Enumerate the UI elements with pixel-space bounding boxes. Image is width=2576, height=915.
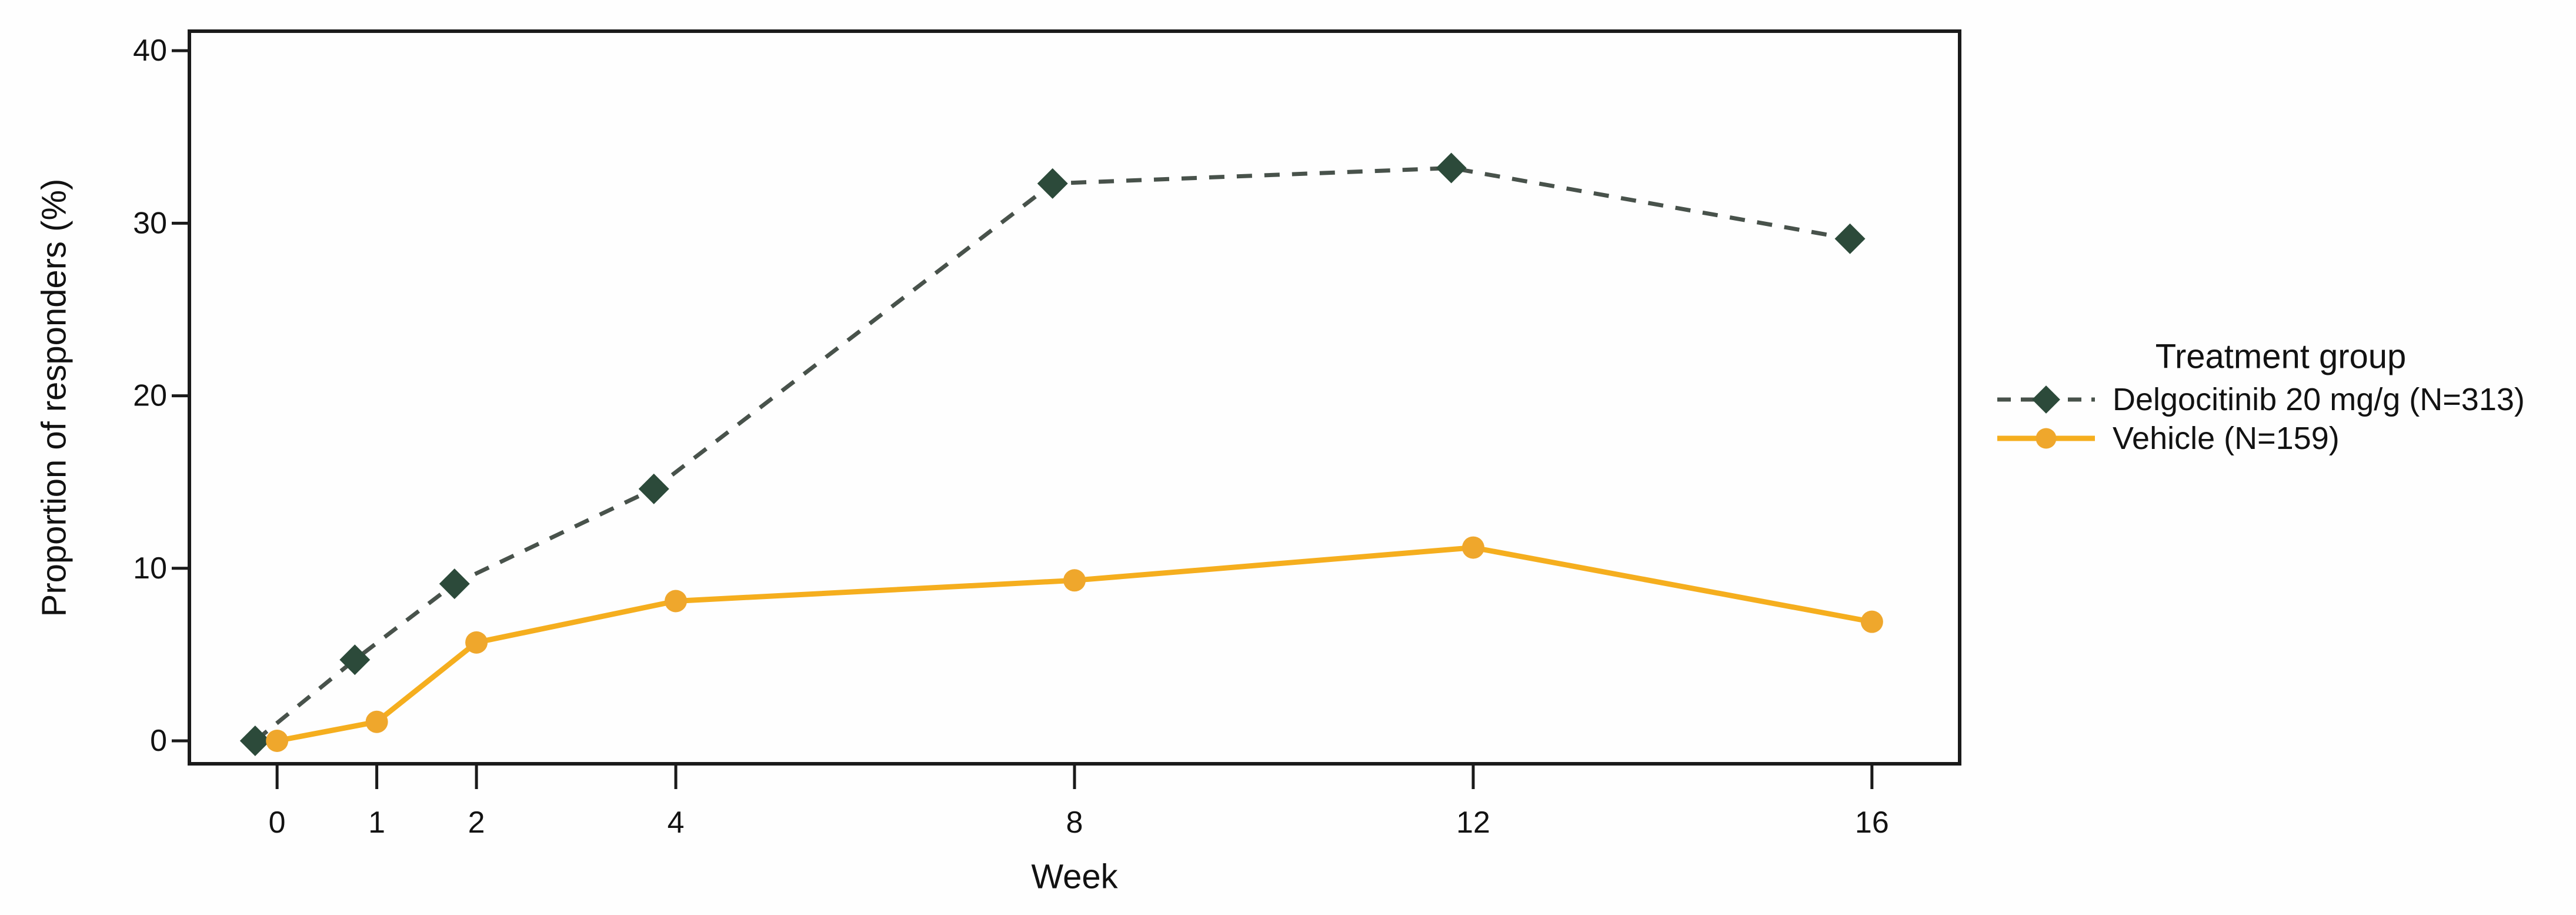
legend-samples bbox=[1997, 385, 2095, 449]
y-axis-title: Proportion of responders (%) bbox=[35, 179, 74, 617]
y-tick-label: 20 bbox=[133, 379, 167, 413]
circle-marker bbox=[2036, 428, 2057, 449]
x-tick-label: 4 bbox=[668, 806, 685, 840]
series-vehicle bbox=[266, 536, 1883, 753]
diamond-marker bbox=[339, 644, 371, 676]
diamond-marker bbox=[2032, 385, 2060, 414]
x-axis-title: Week bbox=[1031, 858, 1118, 896]
series-delgocitinib bbox=[239, 152, 1866, 757]
legend-entry-label: Delgocitinib 20 mg/g (N=313) bbox=[2113, 382, 2525, 417]
x-tick-label: 8 bbox=[1066, 806, 1083, 840]
series-line bbox=[253, 166, 1851, 743]
legend-title: Treatment group bbox=[2155, 338, 2407, 376]
x-tick-label: 12 bbox=[1456, 806, 1490, 840]
diamond-marker bbox=[239, 726, 271, 757]
y-tick-label: 0 bbox=[150, 724, 167, 758]
plot-frame bbox=[188, 29, 1961, 766]
diamond-marker bbox=[1834, 223, 1866, 254]
legend-item-vehicle: Vehicle (N=159) bbox=[2113, 421, 2340, 456]
circle-marker bbox=[465, 631, 488, 654]
circle-marker bbox=[1063, 569, 1086, 592]
circle-marker bbox=[1860, 610, 1883, 633]
diamond-marker bbox=[1037, 168, 1068, 199]
x-tick-label: 0 bbox=[269, 806, 286, 840]
diamond-marker bbox=[1436, 152, 1467, 184]
circle-marker bbox=[266, 730, 289, 753]
y-tick-label: 10 bbox=[133, 551, 167, 585]
x-tick-label: 1 bbox=[368, 806, 385, 840]
circle-marker bbox=[1461, 536, 1484, 559]
legend-entry-label: Vehicle (N=159) bbox=[2113, 421, 2340, 456]
y-tick-label: 40 bbox=[133, 34, 167, 68]
diamond-marker bbox=[439, 568, 470, 600]
legend-item-delgocitinib: Delgocitinib 20 mg/g (N=313) bbox=[2113, 382, 2525, 417]
diamond-marker bbox=[638, 473, 669, 504]
circle-marker bbox=[665, 590, 688, 613]
x-tick-label: 2 bbox=[468, 806, 485, 840]
y-tick-label: 30 bbox=[133, 206, 167, 240]
x-tick-label: 16 bbox=[1855, 806, 1889, 840]
circle-marker bbox=[365, 710, 388, 733]
legend: Treatment group Delgocitinib 20 mg/g (N=… bbox=[1997, 338, 2525, 456]
